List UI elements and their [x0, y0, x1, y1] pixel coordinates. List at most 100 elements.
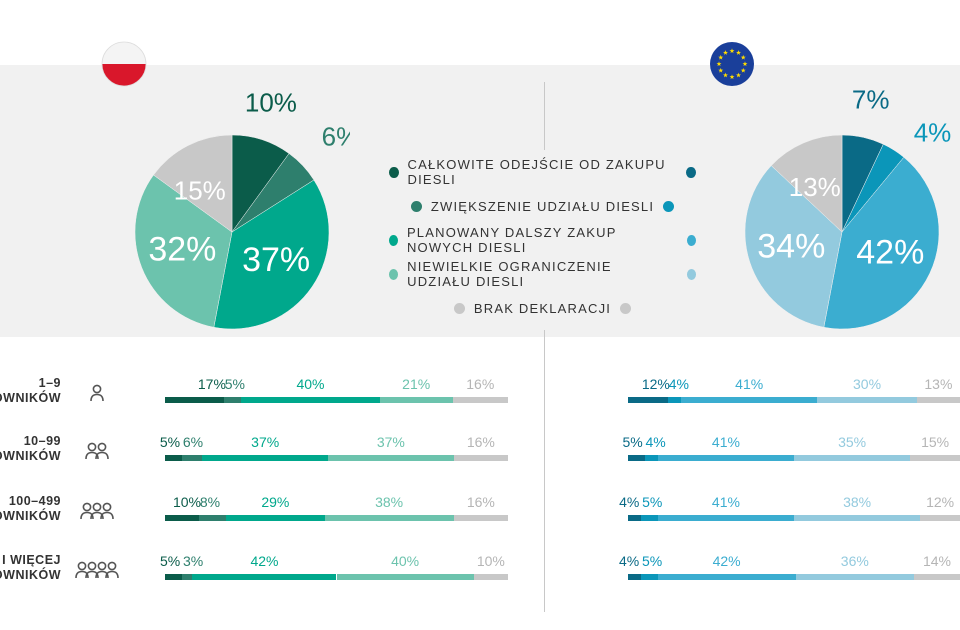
bar-value-label: 3% — [183, 553, 204, 569]
bar-value-label: 16% — [466, 494, 495, 510]
poland-flag-icon — [101, 41, 147, 87]
four-people-icon — [75, 561, 119, 579]
bar-segment — [795, 574, 914, 580]
bar-value-label: 35% — [838, 434, 867, 450]
bar-value-label: 40% — [391, 553, 420, 569]
bar-value-label: 10% — [476, 553, 505, 569]
bar-value-label: 17% — [197, 376, 226, 392]
pie-slice-label: 7% — [852, 90, 890, 115]
bar-segment — [453, 515, 508, 521]
pie-slice — [153, 134, 233, 233]
legend-dot-eu — [663, 200, 675, 212]
pie-slice-label: 4% — [914, 117, 952, 147]
bar-value-label: 13% — [924, 376, 953, 392]
bar-segment — [667, 397, 682, 403]
eu-star-icon — [716, 61, 722, 67]
bar-segment — [628, 455, 645, 461]
pie-slice-label: 15% — [174, 175, 226, 205]
pie-slice — [213, 179, 330, 330]
bar-segment — [324, 515, 454, 521]
pie-slice — [134, 174, 233, 328]
bar-value-label: 42% — [250, 553, 279, 569]
bar-segment — [657, 515, 794, 521]
eu-star-icon — [718, 54, 724, 60]
eu-star-icon — [736, 50, 741, 55]
legend-item: PLANOWANY DALSZY ZAKUP NOWYCH DIESLI — [380, 223, 705, 257]
company-size-range: 1–9 — [38, 376, 61, 390]
bar-value-label: 4% — [645, 434, 666, 450]
legend-item: BRAK DEKLARACJI — [380, 291, 705, 325]
bar-segment — [165, 455, 182, 461]
bar-value-label: 38% — [843, 494, 872, 510]
pie-chart-poland: 10% 6% 37% 32% 15% — [134, 90, 350, 330]
bar-segment — [628, 397, 668, 403]
bar-value-label: 6% — [182, 434, 204, 450]
bar-value-label: 41% — [711, 434, 740, 450]
pie-slice-label: 6% — [322, 121, 350, 151]
bar-segment — [681, 397, 818, 403]
legend-item: ZWIĘKSZENIE UDZIAŁU DIESLI — [380, 189, 705, 223]
bar-segment — [628, 574, 642, 580]
bar-value-label: 5% — [642, 553, 663, 569]
bar-segment — [452, 397, 508, 403]
legend-label: NIEWIELKIE OGRANICZENIE UDZIAŁU DIESLI — [407, 259, 612, 289]
eu-flag-icon — [710, 42, 754, 86]
bar-segment — [910, 455, 960, 461]
bar-segment — [165, 515, 199, 521]
bar-segment — [920, 515, 960, 521]
bar-segment — [192, 574, 337, 580]
legend-label: PLANOWANY DALSZY ZAKUP NOWYCH DIESLI — [406, 225, 617, 255]
eu-star-icon — [740, 67, 746, 73]
legend-dot-poland — [389, 268, 399, 280]
bar-segment — [336, 574, 474, 580]
legend-label: BRAK DEKLARACJI — [473, 300, 612, 316]
company-size-unit: OWNIKÓW — [0, 568, 61, 582]
eu-star-icon — [723, 50, 728, 55]
pie-slice-label: 34% — [757, 227, 825, 265]
company-size-unit: OWNIKÓW — [0, 391, 61, 405]
bar-segment — [379, 397, 453, 403]
eu-star-icon — [742, 61, 748, 67]
bar-segment — [916, 397, 960, 403]
bar-segment — [453, 455, 508, 461]
bar-segment — [223, 397, 242, 403]
eu-star-icon — [729, 48, 735, 54]
company-size-label: 100–499OWNIKÓW — [0, 494, 61, 524]
bar-segment — [226, 515, 325, 521]
bar-value-label: 21% — [402, 376, 431, 392]
bar-value-label: 37% — [376, 434, 405, 450]
bar-value-label: 5% — [622, 434, 643, 450]
legend: CAŁKOWITE ODEJŚCIE OD ZAKUPU DIESLI ZWIĘK… — [380, 155, 705, 325]
bar-value-label: 5% — [160, 553, 181, 569]
bar-value-label: 14% — [922, 553, 951, 569]
bar-value-label: 29% — [261, 494, 290, 510]
legend-dot-poland — [389, 166, 399, 178]
bar-segment — [241, 397, 380, 403]
company-size-range: 10–99 — [23, 434, 61, 448]
bar-value-label: 12% — [926, 494, 955, 510]
three-people-icon — [80, 502, 114, 520]
bar-value-label: 41% — [711, 494, 740, 510]
two-people-icon — [85, 442, 109, 460]
pie-chart-eu: 7% 4% 42% 34% 13% — [744, 90, 952, 330]
bar-value-label: 8% — [199, 494, 221, 510]
bar-segment — [165, 397, 224, 403]
legend-label: CAŁKOWITE ODEJŚCIE OD ZAKUPU DIESLI — [407, 157, 666, 187]
pie-slice-label: 13% — [789, 172, 841, 202]
center-divider — [544, 82, 545, 612]
eu-star-icon — [729, 74, 735, 80]
bar-segment — [913, 574, 960, 580]
bar-value-label: 15% — [921, 434, 950, 450]
bar-segment — [641, 574, 658, 580]
bar-value-label: 42% — [712, 553, 741, 569]
company-size-range: 100–499 — [8, 494, 61, 508]
pie-slice — [770, 134, 843, 233]
one-person-icon — [90, 384, 104, 402]
bar-value-label: 12% — [641, 376, 670, 392]
bar-value-label: 41% — [735, 376, 764, 392]
bar-value-label: 4% — [619, 494, 640, 510]
bar-segment — [817, 397, 917, 403]
bar-value-label: 16% — [466, 434, 495, 450]
eu-star-icon — [736, 72, 741, 78]
bar-segment — [794, 455, 911, 461]
